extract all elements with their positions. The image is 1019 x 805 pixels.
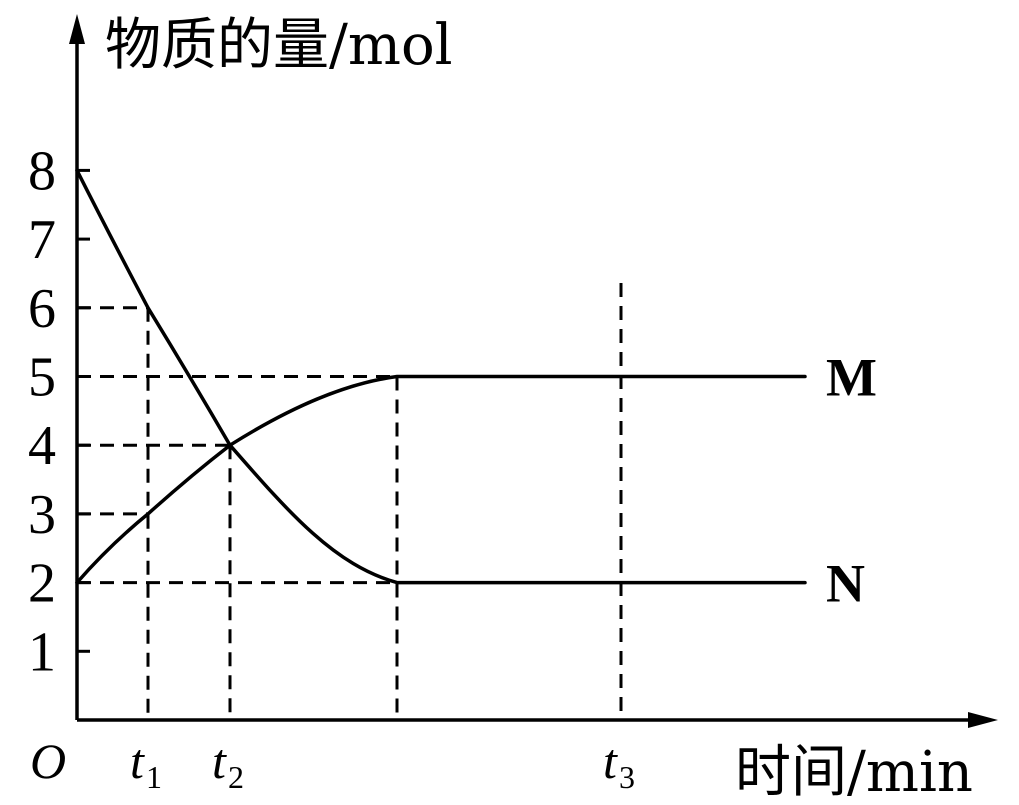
x-mark-t3: t: [603, 733, 618, 789]
y-tick-label-5: 5: [28, 347, 56, 409]
x-mark-t1-subscript: 1: [146, 759, 162, 795]
x-axis-arrow: [968, 712, 998, 728]
y-tick-label-1: 1: [28, 621, 56, 683]
x-mark-t1: t: [130, 733, 145, 789]
y-tick-label-6: 6: [28, 278, 56, 340]
guide-lines: [77, 283, 623, 720]
origin-label: O: [30, 733, 66, 789]
y-tick-label-2: 2: [28, 553, 56, 615]
series-n-label: N: [826, 554, 865, 614]
y-tick-label-8: 8: [28, 140, 56, 202]
y-axis-label: 物质的量/mol: [105, 13, 453, 78]
y-tick-label-3: 3: [28, 484, 56, 546]
y-axis-arrow: [69, 14, 85, 44]
series-n-line: [75, 168, 807, 585]
x-mark-t2: t: [212, 733, 227, 789]
series-m-line: [75, 374, 807, 585]
y-ticks: 12 3 45 6 7 8: [28, 140, 90, 683]
y-tick-label-4: 4: [28, 415, 56, 477]
series-m-label: M: [826, 348, 877, 408]
x-axis-label: 时间/min: [735, 740, 973, 805]
y-tick-label-7: 7: [28, 209, 56, 271]
x-mark-t3-subscript: 3: [619, 759, 635, 795]
x-mark-t2-subscript: 2: [228, 759, 244, 795]
